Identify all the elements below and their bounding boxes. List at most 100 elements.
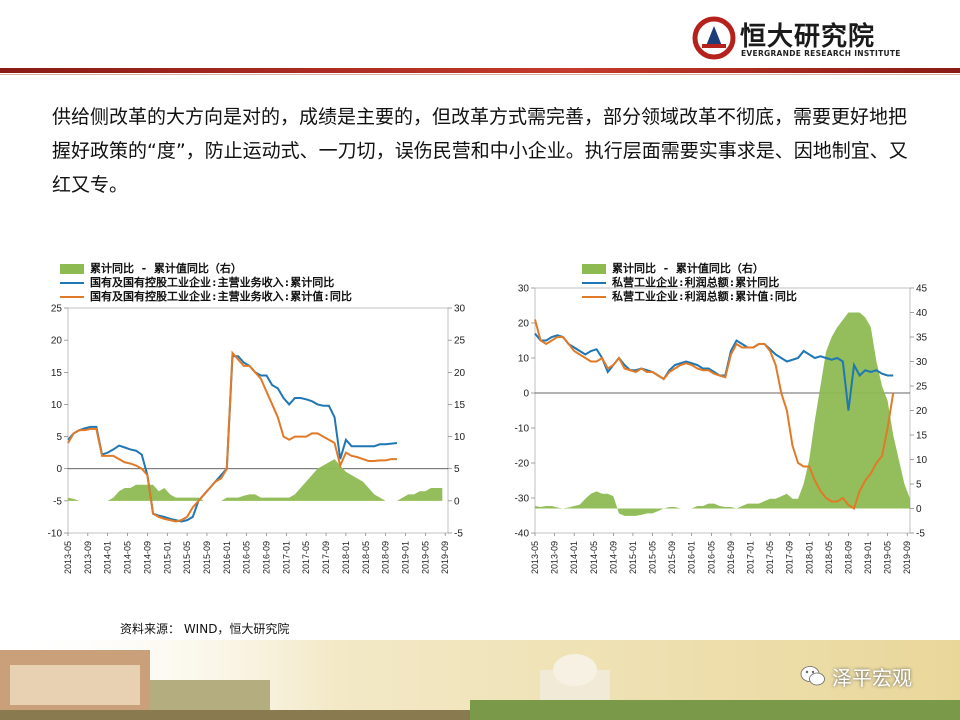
chart2-legend-swatch-bar	[582, 264, 606, 274]
chart2-ytick-right-label: -5	[916, 529, 925, 540]
chart2-ytick-left-label: 30	[518, 284, 530, 295]
chart1-plot-frame	[67, 307, 449, 534]
chart1-legend-swatch-bar	[60, 264, 84, 274]
chart1-xtick-label: 2017-09	[321, 541, 331, 574]
chart1-xtick-label: 2015-09	[202, 541, 212, 574]
chart2-series-line-cumulative-yoy	[534, 332, 894, 411]
chart1-ytick-right-label: 0	[454, 496, 460, 507]
chart1-xtick-label: 2015-01	[162, 541, 172, 574]
chart2-series-area-diff	[535, 312, 910, 516]
chart1-legend-label: 累计同比 - 累计值同比（右）	[90, 261, 242, 275]
chart2-xtick-label: 2019-05	[883, 541, 893, 574]
chart2-ytick-right-label: 35	[916, 333, 928, 344]
chart1-xtick-label: 2019-01	[400, 541, 410, 574]
chart2-ytick-left-label: -20	[515, 459, 530, 470]
evergrande-logo: 恒大研究院 EVERGRANDE RESEARCH INSTITUTE	[692, 14, 900, 64]
logo-english-text: EVERGRANDE RESEARCH INSTITUTE	[741, 49, 901, 58]
chart2-ytick-right-label: 45	[916, 284, 928, 295]
chart1-ytick-left-label: 10	[51, 400, 63, 411]
chart2-xtick-label: 2015-05	[648, 541, 658, 574]
chart2-ytick-left-label: -40	[515, 529, 530, 540]
source-note: 资料来源： WIND，恒大研究院	[120, 622, 290, 636]
chart2-xtick-label: 2019-01	[863, 541, 873, 574]
logo-mark-icon	[692, 16, 736, 60]
chart1-xtick-label: 2017-01	[281, 541, 291, 574]
watermark: 泽平宏观	[800, 662, 940, 694]
chart1-ytick-right-label: 15	[454, 400, 466, 411]
chart2-xtick-label: 2015-01	[628, 541, 638, 574]
chart2-xtick-label: 2016-05	[706, 541, 716, 574]
chart1-xtick-label: 2015-05	[182, 541, 192, 574]
chart1-ytick-right-label: 30	[454, 304, 466, 315]
chart1-ytick-right-label: 20	[454, 368, 466, 379]
chart1-ytick-left-label: -5	[53, 496, 62, 507]
chart1-xtick-label: 2014-01	[103, 541, 113, 574]
chart1-xtick-label: 2018-05	[361, 541, 371, 574]
chart1-xtick-label: 2019-09	[440, 541, 450, 574]
chart2-xtick-label: 2016-01	[687, 541, 697, 574]
chart1-xtick-label: 2019-05	[420, 541, 430, 574]
chart1-xtick-label: 2017-05	[301, 541, 311, 574]
chart1-ytick-right-label: 10	[454, 432, 466, 443]
watermark-text: 泽平宏观	[832, 666, 912, 690]
chart2-xtick-label: 2017-01	[745, 541, 755, 574]
bottom-decorative-banner	[0, 640, 960, 720]
chart2-xtick-label: 2019-09	[902, 541, 912, 574]
chart1-xtick-label: 2018-01	[341, 541, 351, 574]
chart2-xtick-label: 2018-05	[824, 541, 834, 574]
chart2-series-line-cumulative-value-yoy	[534, 319, 895, 511]
chart1-ytick-left-label: 15	[51, 368, 63, 379]
chart1-legend-label: 国有及国有控股工业企业:主营业务收入:累计值:同比	[90, 289, 352, 303]
chart2-xtick-label: 2013-09	[550, 541, 560, 574]
chart2-ytick-right-label: 0	[916, 504, 922, 515]
chart1-ytick-right-label: 5	[454, 464, 460, 475]
chart1-ytick-right-label: -5	[454, 529, 463, 540]
chart2-ytick-right-label: 25	[916, 382, 928, 393]
logo-chinese-text: 恒大研究院	[740, 22, 876, 52]
chart2-ytick-right-label: 15	[916, 431, 928, 442]
chart1-ytick-left-label: 25	[51, 304, 63, 315]
chart1-xtick-label: 2016-09	[262, 541, 272, 574]
chart2-ytick-left-label: -10	[515, 424, 530, 435]
chart2-xtick-label: 2013-05	[530, 541, 540, 574]
chart2-legend-label: 累计同比 - 累计值同比（右）	[612, 261, 764, 275]
chart1-ytick-left-label: 20	[51, 336, 63, 347]
chart2-xtick-label: 2017-05	[765, 541, 775, 574]
chart2-xtick-label: 2015-09	[667, 541, 677, 574]
chart2-ytick-left-label: 20	[518, 319, 530, 330]
chart1-ytick-left-label: 0	[56, 464, 62, 475]
chart2-xtick-label: 2014-05	[589, 541, 599, 574]
chart2-ytick-right-label: 30	[916, 357, 928, 368]
chart1-xtick-label: 2016-05	[242, 541, 252, 574]
chart1-ytick-right-label: 25	[454, 336, 466, 347]
chart2-xtick-label: 2017-09	[785, 541, 795, 574]
wechat-icon	[800, 666, 825, 686]
chart1-xtick-label: 2013-09	[83, 541, 93, 574]
chart2-xtick-label: 2018-09	[843, 541, 853, 574]
chart1-xtick-label: 2014-05	[123, 541, 133, 574]
chart1-xtick-label: 2018-09	[381, 541, 391, 574]
chart2-ytick-left-label: 10	[518, 354, 530, 365]
chart2-xtick-label: 2014-01	[569, 541, 579, 574]
chart2-legend-label: 私营工业企业:利润总额:累计同比	[612, 275, 779, 289]
chart1-xtick-label: 2016-01	[222, 541, 232, 574]
chart2-ytick-right-label: 40	[916, 308, 928, 319]
chart1-ytick-left-label: -10	[48, 529, 63, 540]
chart2-ytick-right-label: 5	[916, 480, 922, 491]
chart1-series-line-cumulative-value-yoy	[67, 350, 397, 523]
chart2-ytick-right-label: 10	[916, 455, 928, 466]
chart2-ytick-right-label: 20	[916, 406, 928, 417]
chart2-xtick-label: 2016-09	[726, 541, 736, 574]
chart2-legend-label: 私营工业企业:利润总额:累计值:同比	[612, 289, 797, 303]
summary-paragraph: 供给侧改革的大方向是对的，成绩是主要的，但改革方式需完善，部分领域改革不彻底，需…	[52, 106, 908, 196]
header-divider-thin	[0, 74, 960, 75]
header-divider	[0, 68, 960, 73]
chart1-legend-label: 国有及国有控股工业企业:主营业务收入:累计同比	[90, 275, 334, 289]
chart2-xtick-label: 2014-09	[608, 541, 618, 574]
chart2-xtick-label: 2018-01	[804, 541, 814, 574]
chart1-xtick-label: 2014-09	[142, 541, 152, 574]
chart1-xtick-label: 2013-05	[63, 541, 73, 574]
chart1-series-area-diff	[68, 459, 443, 501]
